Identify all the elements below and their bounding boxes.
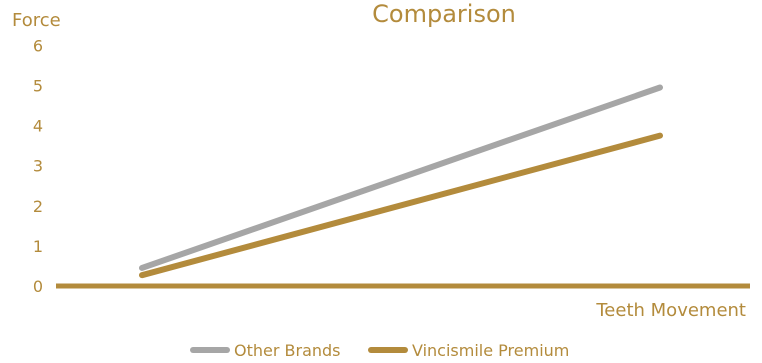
chart-title: Comparison xyxy=(372,0,516,28)
series-line-other-brands xyxy=(139,84,663,271)
y-tick-label: 1 xyxy=(33,237,43,256)
legend-label: Vincismile Premium xyxy=(412,341,569,360)
y-tick-label: 0 xyxy=(33,277,43,296)
series-lines xyxy=(139,84,663,279)
y-tick-label: 6 xyxy=(33,36,43,55)
legend: Other Brands Vincismile Premium xyxy=(190,341,569,360)
y-axis-ticks: 0 1 2 3 4 5 6 xyxy=(33,36,43,296)
legend-label: Other Brands xyxy=(234,341,341,360)
y-tick-label: 5 xyxy=(33,77,43,96)
y-tick-label: 4 xyxy=(33,117,43,136)
series-line-vincismile-premium xyxy=(139,132,663,279)
x-axis-label: Teeth Movement xyxy=(595,300,746,321)
y-tick-label: 3 xyxy=(33,157,43,176)
y-axis-label: Force xyxy=(12,10,61,31)
y-tick-label: 2 xyxy=(33,197,43,216)
